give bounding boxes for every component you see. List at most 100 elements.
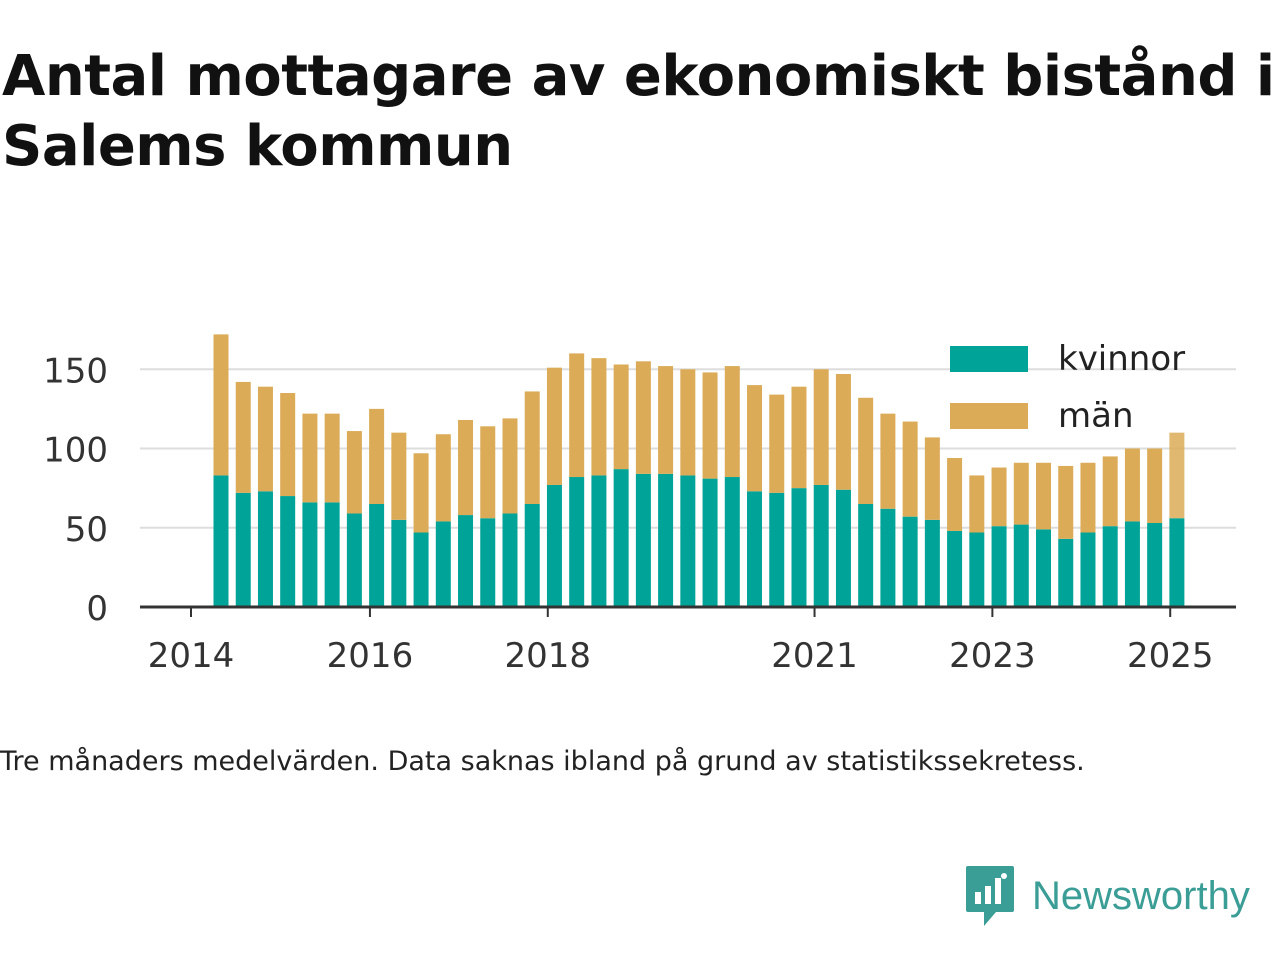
footnote: Tre månaders medelvärden. Data saknas ib… xyxy=(0,746,1085,777)
bar-chart: 0 50 100 150 2014 2016 2018 2021 2023 2025 xyxy=(43,334,1236,676)
bar-kvinnor xyxy=(991,526,1007,607)
bar-man xyxy=(969,475,985,533)
bar-man xyxy=(546,367,562,485)
bar-kvinnor xyxy=(969,532,985,607)
bar-man xyxy=(458,419,474,516)
bar-kvinnor xyxy=(613,469,629,607)
bar-kvinnor xyxy=(880,508,896,607)
bar-man xyxy=(1169,432,1185,519)
bar-man xyxy=(1147,448,1163,523)
x-tick-label: 2016 xyxy=(327,636,414,676)
x-tick-label: 2021 xyxy=(771,636,858,676)
bar-kvinnor xyxy=(346,513,362,607)
bar-kvinnor xyxy=(858,503,874,607)
bar-kvinnor xyxy=(569,477,585,607)
bar-man xyxy=(413,453,429,533)
y-tick-labels: 0 50 100 150 xyxy=(43,351,108,629)
bar-man xyxy=(280,393,296,497)
bar-kvinnor xyxy=(724,477,740,607)
bar-kvinnor xyxy=(458,515,474,607)
bar-man xyxy=(1036,462,1052,530)
bar-man xyxy=(658,366,674,474)
bar-kvinnor xyxy=(813,484,829,607)
bar-kvinnor xyxy=(1058,538,1074,607)
bar-kvinnor xyxy=(435,521,451,607)
bar-kvinnor xyxy=(502,513,518,607)
bar-kvinnor xyxy=(835,489,851,607)
y-tick-label: 100 xyxy=(43,431,108,471)
bar-man xyxy=(569,353,585,478)
bar-man xyxy=(791,386,807,489)
bar-kvinnor xyxy=(591,475,607,607)
bar-kvinnor xyxy=(702,478,718,607)
bar-kvinnor xyxy=(1102,526,1118,607)
bar-man xyxy=(591,358,607,476)
bar-man xyxy=(702,372,718,479)
bar-kvinnor xyxy=(524,503,540,607)
x-tick-label: 2018 xyxy=(505,636,592,676)
legend-swatch-man xyxy=(950,403,1028,429)
bar-man xyxy=(1124,448,1140,522)
bar-man xyxy=(213,334,229,476)
bar-kvinnor xyxy=(902,516,918,607)
x-axis xyxy=(140,605,1236,617)
bar-man xyxy=(480,426,496,519)
bar-kvinnor xyxy=(1036,529,1052,607)
bar-man xyxy=(813,369,829,485)
x-tick-label: 2014 xyxy=(148,636,235,676)
bar-kvinnor xyxy=(302,502,318,607)
bar-man xyxy=(769,394,785,493)
brand-name: Newsworthy xyxy=(1032,873,1250,918)
bar-man xyxy=(902,421,918,517)
bar-kvinnor xyxy=(369,503,385,607)
bar-man xyxy=(346,431,362,514)
bar-man xyxy=(747,385,763,492)
bar-man xyxy=(947,458,963,531)
bar-man xyxy=(502,418,518,514)
bar-kvinnor xyxy=(1080,532,1096,607)
bar-man xyxy=(235,381,251,493)
bar-kvinnor xyxy=(635,473,651,607)
bar-kvinnor xyxy=(680,475,696,607)
bar-man xyxy=(302,413,318,503)
bar-man xyxy=(1013,462,1029,525)
bar-kvinnor xyxy=(658,473,674,607)
bar-kvinnor xyxy=(413,532,429,607)
bar-kvinnor xyxy=(391,519,407,607)
brand-logo[interactable]: Newsworthy xyxy=(964,864,1250,928)
bar-man xyxy=(1058,465,1074,539)
x-tick-label: 2025 xyxy=(1127,636,1214,676)
y-tick-label: 150 xyxy=(43,351,108,391)
bar-man xyxy=(435,434,451,522)
bar-kvinnor xyxy=(947,530,963,607)
bar-man xyxy=(724,366,740,478)
bar-man xyxy=(680,369,696,476)
bar-kvinnor xyxy=(235,492,251,607)
bar-man xyxy=(257,386,273,492)
bar-kvinnor xyxy=(769,492,785,607)
bar-man xyxy=(613,364,629,470)
legend-swatch-kvinnor xyxy=(950,346,1028,372)
bar-man xyxy=(1080,462,1096,533)
bar-kvinnor xyxy=(1124,521,1140,607)
newsworthy-logo-icon xyxy=(966,866,1014,926)
bar-kvinnor xyxy=(1013,524,1029,607)
bar-man xyxy=(391,432,407,520)
bar-kvinnor xyxy=(257,491,273,607)
bar-kvinnor xyxy=(324,502,340,607)
legend-item-man: män xyxy=(950,396,1134,436)
x-tick-labels: 2014 2016 2018 2021 2023 2025 xyxy=(148,636,1214,676)
legend-item-kvinnor: kvinnor xyxy=(950,339,1185,379)
bar-kvinnor xyxy=(480,518,496,607)
legend-label-man: män xyxy=(1058,396,1134,436)
bar-kvinnor xyxy=(924,519,940,607)
bar-man xyxy=(835,374,851,490)
bar-kvinnor xyxy=(1169,518,1185,607)
bar-man xyxy=(880,413,896,509)
bar-man xyxy=(324,413,340,503)
bar-kvinnor xyxy=(280,496,296,607)
bar-man xyxy=(524,391,540,504)
bar-man xyxy=(1102,456,1118,527)
bar-man xyxy=(369,408,385,504)
bar-man xyxy=(858,397,874,504)
